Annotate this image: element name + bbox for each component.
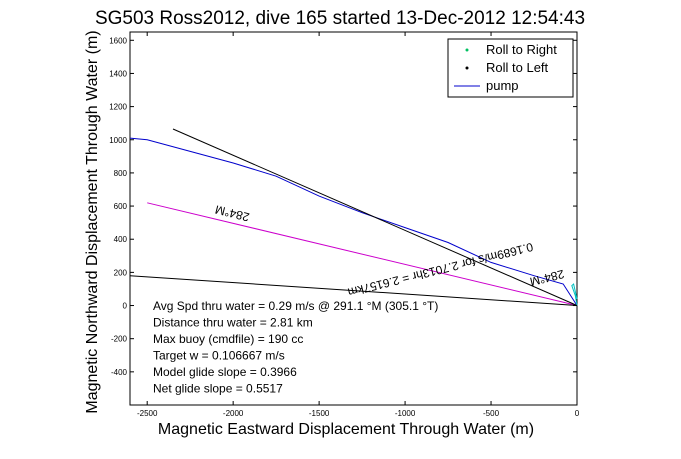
annotation-line-0: Avg Spd thru water = 0.29 m/s @ 291.1 °M… [153,299,438,313]
x-tick-label-0: -2500 [137,409,158,418]
series-line-1 [147,202,578,306]
y-axis-label: Magnetic Northward Displacement Through … [84,30,101,413]
x-tick-label-5: 0 [575,409,580,418]
y-tick-label-4: 400 [114,235,128,244]
annotation-line-4: Model glide slope = 0.3966 [153,365,297,379]
legend-box [447,38,574,98]
legend: Roll to Right Roll to Left pump [447,38,574,98]
series-line-3 [129,275,578,306]
legend-swatch-1 [465,66,469,70]
annotation-line-2: Max buoy (cmdfile) = 190 cc [153,332,303,346]
x-tick-label-4: -500 [483,409,500,418]
series-line-2 [172,128,578,306]
y-tick-label-5: 600 [114,202,128,211]
legend-label-2: pump [486,78,519,93]
annotation-line-5: Net glide slope = 0.5517 [153,382,283,396]
y-ticks: -400 -200 0 200 400 600 800 1000 1200 1400 1600 [109,36,577,377]
y-tick-label-6: 800 [114,169,128,178]
annotation-line-1: Distance thru water = 2.81 km [153,316,313,330]
series-line-4 [571,283,578,306]
annotation-line-3: Target w = 0.106667 m/s [153,349,285,363]
y-tick-label-8: 1200 [109,103,127,112]
x-tick-label-3: -1000 [395,409,416,418]
y-tick-label-1: -200 [111,335,128,344]
chart-title: SG503 Ross2012, dive 165 started 13-Dec-… [95,8,585,29]
x-tick-label-1: -2000 [223,409,244,418]
annotation-block: Avg Spd thru water = 0.29 m/s @ 291.1 °M… [153,299,438,396]
y-tick-label-0: -400 [111,368,128,377]
legend-swatch-0 [465,48,469,52]
legend-label-0: Roll to Right [486,42,557,57]
y-tick-label-2: 0 [123,302,128,311]
y-tick-label-7: 1000 [109,136,127,145]
y-tick-label-9: 1400 [109,69,127,78]
legend-label-1: Roll to Left [486,60,549,75]
series-line-0 [129,137,578,306]
y-tick-label-3: 200 [114,268,128,277]
y-tick-label-10: 1600 [109,36,127,45]
x-ticks: -2500 -2000 -1500 -1000 -500 0 [137,32,580,418]
x-tick-label-2: -1500 [309,409,330,418]
x-axis-label: Magnetic Eastward Displacement Through W… [158,421,534,438]
series-group [129,128,578,306]
